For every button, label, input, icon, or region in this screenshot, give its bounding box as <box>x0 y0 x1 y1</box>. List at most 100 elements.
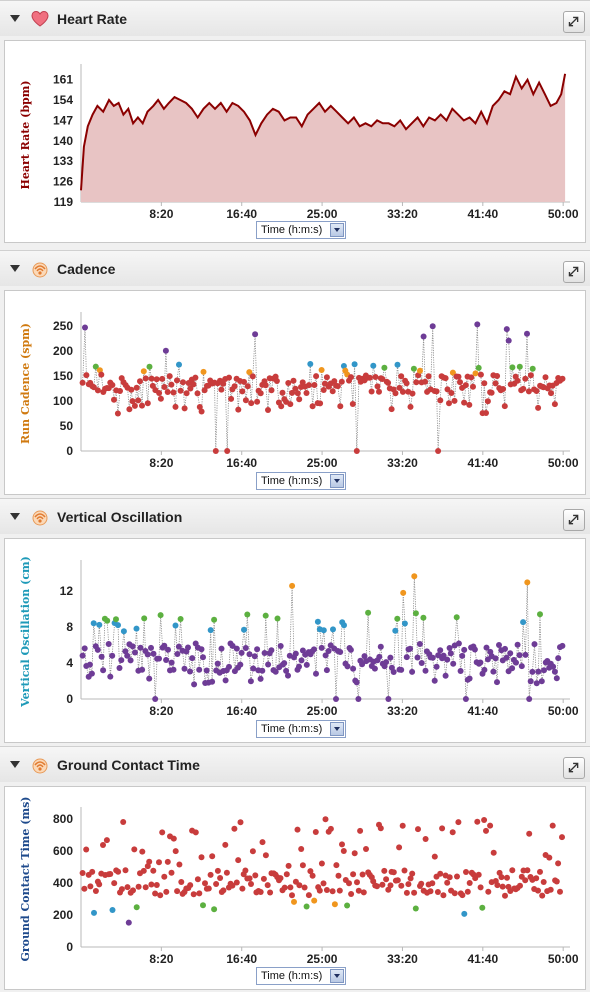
data-point <box>170 666 177 673</box>
data-point <box>462 696 469 702</box>
data-point <box>278 403 285 410</box>
data-point <box>447 650 454 657</box>
data-point <box>262 382 269 389</box>
expand-button[interactable] <box>563 509 585 531</box>
data-point <box>357 827 364 834</box>
data-point <box>156 390 163 396</box>
connector-line <box>82 324 563 452</box>
data-point <box>176 861 183 868</box>
x-tick-label: 50:00 <box>548 456 579 470</box>
expand-button[interactable] <box>563 11 585 33</box>
data-point <box>333 862 340 869</box>
data-point <box>137 378 143 385</box>
data-point <box>139 666 146 673</box>
x-axis-selector[interactable]: Time (h:m:s) <box>256 221 346 239</box>
data-point <box>494 882 501 889</box>
data-point <box>198 854 205 861</box>
data-point <box>137 644 144 651</box>
data-point <box>470 383 476 390</box>
data-point <box>139 848 146 855</box>
y-tick-label: 4 <box>66 656 73 670</box>
data-point <box>398 882 405 889</box>
data-point <box>122 867 129 874</box>
data-point <box>81 885 88 892</box>
data-point <box>115 868 122 875</box>
data-point <box>503 326 510 333</box>
x-axis-selector[interactable]: Time (h:m:s) <box>256 967 346 985</box>
data-point <box>202 880 208 887</box>
data-point <box>163 888 170 895</box>
data-point <box>361 653 368 660</box>
data-point <box>196 666 203 673</box>
data-point <box>114 410 121 417</box>
data-point <box>333 696 339 702</box>
runner-icon <box>32 262 48 278</box>
data-point <box>336 887 343 894</box>
data-point <box>281 884 288 891</box>
collapse-triangle-icon[interactable] <box>10 761 20 768</box>
data-point <box>81 645 88 652</box>
data-point <box>235 857 242 864</box>
data-point <box>335 872 342 879</box>
data-point <box>415 826 421 833</box>
data-point <box>120 819 127 825</box>
connector-line <box>82 576 563 700</box>
data-point <box>290 377 297 384</box>
data-point <box>444 879 451 886</box>
data-point <box>152 890 159 897</box>
data-point <box>196 890 203 897</box>
y-tick-label: 400 <box>53 876 73 890</box>
data-point <box>242 645 249 651</box>
data-point <box>349 401 356 407</box>
data-point <box>314 618 321 625</box>
data-point <box>331 901 338 908</box>
data-point <box>372 374 379 380</box>
data-point <box>135 397 142 404</box>
data-point <box>148 881 155 888</box>
data-point <box>466 401 473 408</box>
data-point <box>200 654 206 661</box>
data-point <box>351 361 358 368</box>
data-point <box>172 622 179 629</box>
data-point <box>457 379 463 386</box>
data-point <box>379 376 386 382</box>
data-point <box>87 883 94 890</box>
collapse-triangle-icon[interactable] <box>10 513 20 520</box>
chart-container: 119 126 133 140 147 154 161 8:20 16:40 25:00 33:20… <box>4 40 586 243</box>
collapse-triangle-icon[interactable] <box>10 15 20 22</box>
y-tick-label: 12 <box>60 584 74 598</box>
data-point <box>294 826 301 833</box>
data-point <box>318 644 325 651</box>
expand-icon <box>568 16 579 27</box>
data-point <box>446 400 452 407</box>
collapse-triangle-icon[interactable] <box>10 265 20 272</box>
data-point <box>311 382 318 388</box>
data-point <box>520 619 527 626</box>
data-point <box>359 871 366 878</box>
data-point <box>164 858 171 865</box>
x-axis-selector[interactable]: Time (h:m:s) <box>256 720 346 738</box>
data-point <box>89 868 96 875</box>
x-tick-label: 16:40 <box>226 207 257 221</box>
data-point <box>98 371 105 378</box>
x-axis-selector[interactable]: Time (h:m:s) <box>256 472 346 490</box>
expand-button[interactable] <box>563 261 585 283</box>
data-point <box>400 589 407 596</box>
data-point <box>483 827 489 834</box>
data-point <box>329 388 336 395</box>
data-point <box>122 648 129 655</box>
data-point <box>175 643 182 650</box>
data-point <box>285 380 292 386</box>
y-tick-label: 800 <box>53 812 73 826</box>
expand-button[interactable] <box>563 757 585 779</box>
data-point <box>437 397 444 404</box>
data-point <box>449 829 456 836</box>
data-point <box>338 378 345 385</box>
data-point <box>474 321 481 328</box>
data-point <box>139 402 145 409</box>
data-point <box>537 868 543 875</box>
data-point <box>257 390 264 397</box>
data-point <box>218 386 225 393</box>
data-point <box>190 891 197 898</box>
data-point <box>520 385 527 392</box>
